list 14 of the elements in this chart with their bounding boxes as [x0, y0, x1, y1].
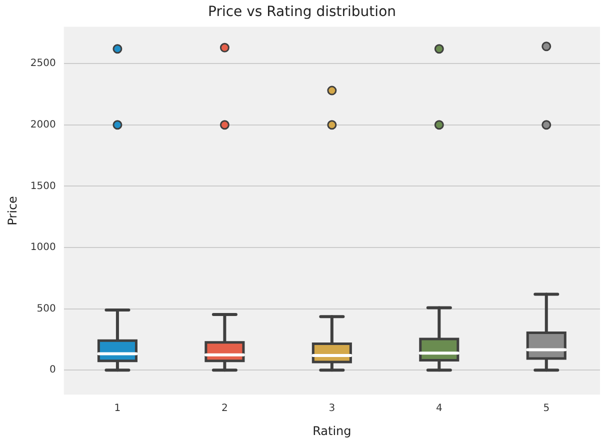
y-tick-label: 0 — [49, 364, 56, 376]
y-tick-label: 2000 — [30, 119, 56, 130]
x-tick-label: 4 — [436, 403, 442, 414]
y-axis-title: Price — [5, 196, 20, 226]
y-tick-label: 500 — [36, 303, 56, 314]
chart-title: Price vs Rating distribution — [208, 4, 396, 20]
x-tick-label: 2 — [222, 403, 228, 414]
y-tick-label: 2500 — [30, 58, 56, 70]
x-tick-label: 1 — [114, 403, 121, 414]
y-tick-label: 1000 — [30, 242, 56, 254]
x-tick-label: 3 — [328, 403, 336, 414]
x-axis-title: Rating — [312, 424, 352, 438]
x-tick-label: 5 — [543, 403, 550, 414]
y-tick-label: 1500 — [30, 180, 56, 192]
